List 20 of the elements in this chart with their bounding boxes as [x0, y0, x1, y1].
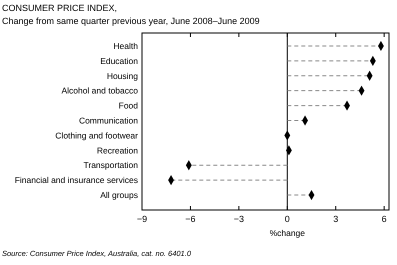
- y-tick-label: Transportation: [84, 160, 138, 170]
- y-tick-label: Clothing and footwear: [55, 130, 138, 140]
- text: CONSUMER PRICE INDEX,: [2, 3, 118, 13]
- x-tick-label: −3: [234, 214, 244, 224]
- y-tick-label: All groups: [100, 190, 138, 200]
- y-tick-label: Alcohol and tobacco: [61, 86, 138, 96]
- y-tick-label: Recreation: [96, 145, 138, 156]
- y-tick-label: Financial and insurance services: [14, 175, 138, 186]
- x-axis-title: %change: [270, 228, 306, 238]
- x-tick-label: −9: [136, 214, 148, 224]
- x-tick-label: 3: [333, 214, 338, 224]
- y-tick-label: Health: [113, 40, 138, 51]
- x-tick-label: −6: [185, 214, 196, 224]
- x-tick-label: 6: [382, 214, 387, 224]
- x-tick-label: 0: [284, 214, 290, 224]
- chart-subtitle: Change from same quarter previous year, June 2008–June 2009: [2, 16, 260, 26]
- y-tick-label: Housing: [106, 70, 138, 81]
- y-tick-label: Food: [118, 100, 138, 111]
- y-tick-label: Communication: [78, 116, 138, 126]
- y-tick-label: Education: [100, 56, 138, 66]
